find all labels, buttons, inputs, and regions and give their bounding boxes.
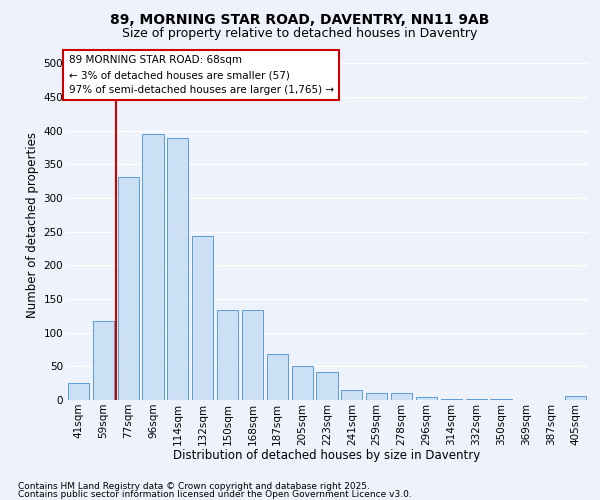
Bar: [416, 398, 437, 400]
Text: Contains public sector information licensed under the Open Government Licence v3: Contains public sector information licen…: [18, 490, 412, 499]
Bar: [267, 354, 288, 400]
Bar: [316, 372, 338, 400]
Bar: [217, 310, 238, 400]
Bar: [167, 138, 188, 400]
Bar: [242, 310, 263, 400]
Bar: [118, 176, 139, 400]
Bar: [391, 394, 412, 400]
Bar: [93, 320, 114, 400]
Bar: [68, 383, 89, 400]
Bar: [192, 236, 213, 400]
Bar: [142, 134, 164, 400]
Text: 89 MORNING STAR ROAD: 68sqm
← 3% of detached houses are smaller (57)
97% of semi: 89 MORNING STAR ROAD: 68sqm ← 3% of deta…: [68, 55, 334, 95]
Bar: [292, 366, 313, 400]
Text: Size of property relative to detached houses in Daventry: Size of property relative to detached ho…: [122, 28, 478, 40]
Text: 89, MORNING STAR ROAD, DAVENTRY, NN11 9AB: 89, MORNING STAR ROAD, DAVENTRY, NN11 9A…: [110, 12, 490, 26]
Y-axis label: Number of detached properties: Number of detached properties: [26, 132, 40, 318]
Text: Contains HM Land Registry data © Crown copyright and database right 2025.: Contains HM Land Registry data © Crown c…: [18, 482, 370, 491]
Bar: [341, 390, 362, 400]
Bar: [366, 394, 387, 400]
Bar: [565, 396, 586, 400]
X-axis label: Distribution of detached houses by size in Daventry: Distribution of detached houses by size …: [173, 449, 481, 462]
